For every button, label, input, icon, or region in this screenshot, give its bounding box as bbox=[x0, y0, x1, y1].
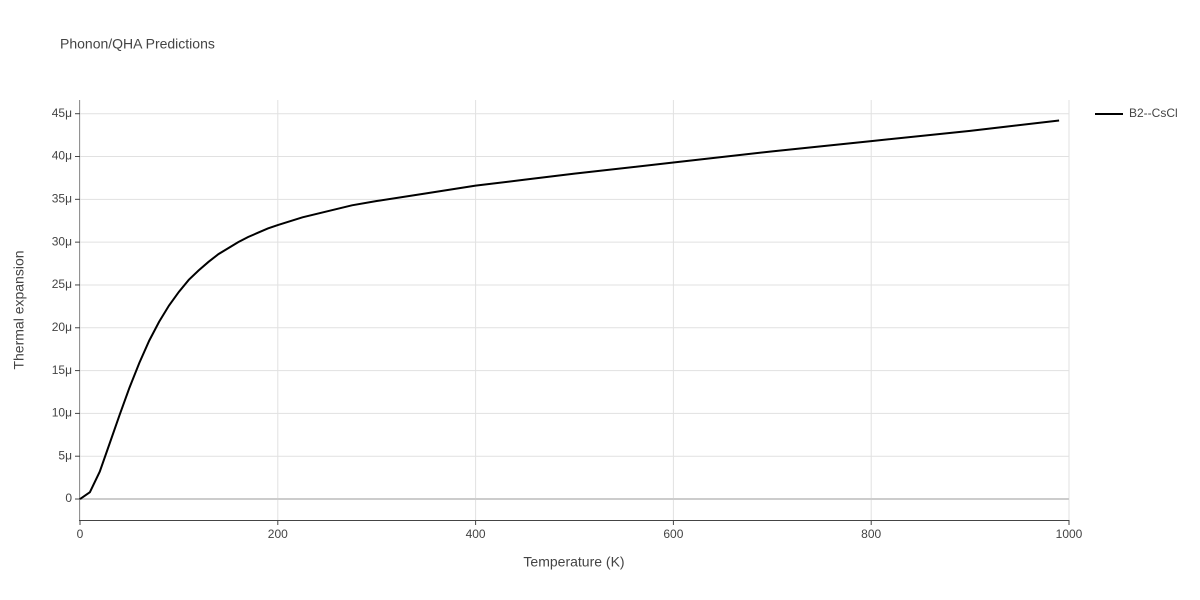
y-tick-label: 30μ bbox=[52, 234, 72, 248]
y-tick-label: 15μ bbox=[52, 363, 72, 377]
chart-title: Phonon/QHA Predictions bbox=[60, 36, 215, 52]
y-tick-label: 10μ bbox=[52, 406, 72, 420]
x-tick-label: 600 bbox=[663, 527, 683, 541]
series-line bbox=[79, 119, 1060, 500]
x-tick-label: 400 bbox=[466, 527, 486, 541]
y-axis-label: Thermal expansion bbox=[11, 250, 27, 369]
y-tick-label: 45μ bbox=[52, 106, 72, 120]
y-tick-label: 20μ bbox=[52, 320, 72, 334]
legend-label: B2--CsCl bbox=[1129, 106, 1178, 120]
y-tick-label: 40μ bbox=[52, 149, 72, 163]
y-tick-label: 5μ bbox=[58, 448, 72, 462]
x-tick-label: 200 bbox=[268, 527, 288, 541]
x-tick-label: 1000 bbox=[1056, 527, 1083, 541]
x-axis-label: Temperature (K) bbox=[523, 554, 624, 570]
y-tick-label: 25μ bbox=[52, 277, 72, 291]
y-tick-label: 35μ bbox=[52, 191, 72, 205]
x-tick-label: 800 bbox=[861, 527, 881, 541]
y-tick-label: 0 bbox=[65, 491, 72, 505]
x-tick-label: 0 bbox=[77, 527, 84, 541]
